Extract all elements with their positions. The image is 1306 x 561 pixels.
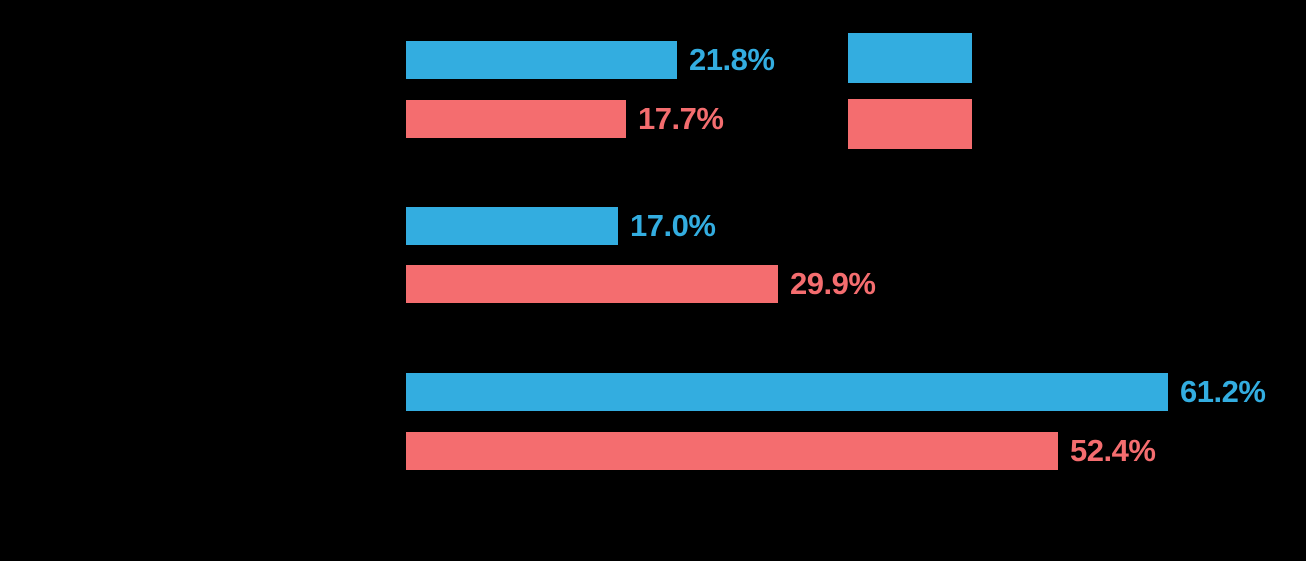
bar-series1-group1 [406, 41, 677, 79]
bar-series1-group3 [406, 373, 1168, 411]
value-label-series2-group3: 52.4% [1070, 433, 1156, 468]
value-label-series1-group3: 61.2% [1180, 374, 1266, 409]
legend-swatch-series1-icon [848, 33, 972, 83]
bar-series2-group3 [406, 432, 1058, 470]
value-label-series1-group2: 17.0% [630, 208, 716, 243]
bar-series2-group2 [406, 265, 778, 303]
legend-swatch-series2-icon [848, 99, 972, 149]
bar-series2-group1 [406, 100, 626, 138]
value-label-series2-group2: 29.9% [790, 266, 876, 301]
bar-series1-group2 [406, 207, 618, 245]
value-label-series1-group1: 21.8% [689, 42, 775, 77]
value-label-series2-group1: 17.7% [638, 101, 724, 136]
